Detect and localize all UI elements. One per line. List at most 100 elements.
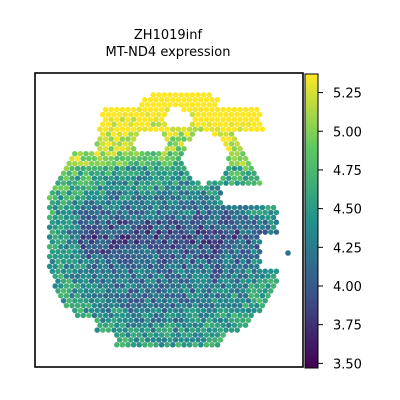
spot [181, 175, 187, 181]
spot [234, 278, 240, 284]
spot [74, 195, 81, 201]
spot [153, 195, 159, 201]
spot [242, 204, 249, 211]
spot [133, 337, 140, 343]
spot [83, 239, 89, 245]
spot [198, 322, 204, 328]
spot [130, 126, 137, 132]
spot [186, 97, 193, 103]
spot [214, 126, 221, 132]
spot [245, 297, 252, 304]
spot [102, 214, 109, 221]
spot [94, 307, 100, 314]
spot [181, 204, 187, 211]
spot [136, 244, 142, 250]
spot [228, 121, 235, 128]
spot [254, 224, 260, 230]
spot [192, 214, 198, 221]
spot [153, 234, 159, 240]
spot [119, 273, 126, 279]
spot [111, 199, 117, 206]
spot [144, 101, 151, 108]
spot [175, 204, 182, 211]
spot [220, 302, 226, 309]
spot [170, 155, 176, 162]
spot [119, 342, 126, 348]
spot [102, 106, 109, 113]
spot [100, 307, 106, 314]
spot [186, 234, 193, 240]
spot [245, 239, 252, 245]
spot [116, 199, 123, 206]
spot [172, 180, 179, 186]
spot [55, 258, 61, 265]
spot [158, 175, 165, 181]
spot [214, 116, 221, 123]
spot [52, 253, 58, 260]
spot [195, 190, 201, 196]
spot [184, 199, 190, 206]
spot [150, 209, 156, 216]
spot [220, 293, 226, 299]
spot [119, 234, 126, 240]
spot [203, 244, 210, 250]
spot [186, 342, 193, 348]
spot [164, 195, 170, 201]
spot [114, 204, 120, 211]
spot [195, 248, 201, 255]
spot [133, 258, 140, 265]
spot [234, 121, 240, 128]
spot [80, 283, 86, 289]
spot [198, 185, 204, 191]
spot [181, 165, 187, 172]
spot [231, 106, 238, 113]
spot [128, 337, 134, 343]
spot [88, 258, 95, 265]
spot [139, 307, 145, 314]
spot [116, 307, 123, 314]
spot [268, 268, 274, 275]
spot [214, 204, 221, 211]
spot [58, 253, 64, 260]
spot [77, 170, 84, 177]
spot [164, 302, 170, 309]
spot [237, 214, 243, 221]
spot [77, 229, 84, 235]
colorbar-tick-label: 4.75 [333, 164, 362, 179]
spot [119, 116, 126, 123]
spot [69, 302, 75, 309]
spot [111, 121, 117, 128]
spot [139, 248, 145, 255]
spot [158, 106, 165, 113]
spot [91, 195, 98, 201]
spot [228, 297, 235, 304]
spot [175, 136, 182, 142]
spot [144, 288, 151, 294]
spot [94, 248, 100, 255]
spot [114, 234, 120, 240]
spot [248, 244, 254, 250]
spot [181, 185, 187, 191]
spot [181, 97, 187, 103]
spot [83, 150, 89, 157]
spot [125, 185, 131, 191]
spot [125, 214, 131, 221]
spot [217, 288, 224, 294]
spot [231, 263, 238, 270]
spot [128, 297, 134, 304]
spot [108, 234, 114, 240]
spot [251, 219, 257, 226]
spot [91, 273, 98, 279]
spot [83, 180, 89, 186]
spot [128, 278, 134, 284]
spot [83, 307, 89, 314]
spot [147, 283, 154, 289]
spot [94, 170, 100, 177]
spot [122, 219, 128, 226]
spot [97, 224, 103, 230]
spot [184, 278, 190, 284]
spot [108, 302, 114, 309]
spot [245, 209, 252, 216]
spot [60, 180, 67, 186]
spot [130, 116, 137, 123]
